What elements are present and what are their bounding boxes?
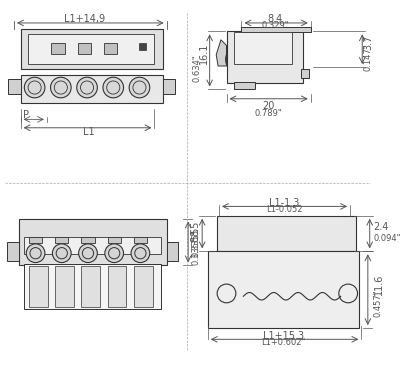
- Text: 8.5: 8.5: [191, 227, 201, 242]
- Text: 0.789": 0.789": [255, 109, 282, 118]
- Bar: [138, 42, 146, 50]
- Bar: [301, 69, 309, 78]
- Text: 2.4: 2.4: [374, 222, 389, 232]
- Bar: [234, 32, 292, 64]
- Circle shape: [24, 77, 45, 98]
- Bar: [234, 82, 254, 89]
- Text: 11.6: 11.6: [374, 273, 384, 295]
- Text: 0.094": 0.094": [374, 234, 400, 243]
- Text: L1: L1: [83, 127, 95, 137]
- Bar: [24, 264, 161, 309]
- Circle shape: [50, 77, 71, 98]
- Bar: [108, 237, 121, 243]
- Text: L1-0.052: L1-0.052: [266, 205, 303, 214]
- Bar: [217, 216, 356, 251]
- Text: 8.4: 8.4: [268, 14, 283, 24]
- Text: 0.335": 0.335": [191, 229, 200, 257]
- Circle shape: [129, 77, 150, 98]
- Text: L1+0.602": L1+0.602": [262, 337, 306, 347]
- Bar: [29, 266, 48, 307]
- Bar: [242, 27, 311, 32]
- Circle shape: [79, 244, 97, 262]
- Circle shape: [77, 77, 97, 98]
- Text: 16.1: 16.1: [199, 42, 209, 64]
- Bar: [55, 266, 74, 307]
- Bar: [28, 34, 154, 64]
- Bar: [167, 242, 178, 261]
- Circle shape: [131, 244, 150, 262]
- Circle shape: [52, 244, 71, 262]
- Text: 3.7: 3.7: [363, 35, 373, 50]
- Bar: [226, 31, 303, 83]
- Text: L1+15.3: L1+15.3: [263, 330, 304, 341]
- Bar: [134, 266, 152, 307]
- Bar: [108, 266, 126, 307]
- Bar: [82, 237, 94, 243]
- Text: L1-1.3: L1-1.3: [269, 198, 300, 208]
- Bar: [163, 79, 175, 94]
- Text: 0.335": 0.335": [191, 238, 200, 265]
- Bar: [19, 219, 167, 265]
- Bar: [20, 30, 163, 69]
- Circle shape: [105, 244, 124, 262]
- Text: 0.147": 0.147": [363, 44, 372, 71]
- Text: P: P: [23, 110, 29, 120]
- Bar: [52, 42, 64, 54]
- Bar: [8, 242, 19, 261]
- Bar: [104, 42, 117, 54]
- Text: 20: 20: [262, 101, 275, 111]
- Polygon shape: [216, 40, 226, 66]
- Bar: [208, 251, 360, 328]
- Bar: [78, 42, 91, 54]
- Bar: [29, 237, 42, 243]
- Text: L1+14,9: L1+14,9: [64, 14, 105, 24]
- Bar: [8, 79, 20, 94]
- Bar: [134, 237, 147, 243]
- Bar: [20, 75, 163, 104]
- Text: 0.457": 0.457": [374, 289, 382, 317]
- Bar: [82, 266, 100, 307]
- Text: 8.5: 8.5: [191, 220, 201, 236]
- Text: 0.329": 0.329": [262, 21, 289, 30]
- Circle shape: [26, 244, 45, 262]
- Bar: [24, 237, 161, 254]
- Text: 0.634": 0.634": [193, 54, 202, 82]
- Circle shape: [103, 77, 124, 98]
- Bar: [55, 237, 68, 243]
